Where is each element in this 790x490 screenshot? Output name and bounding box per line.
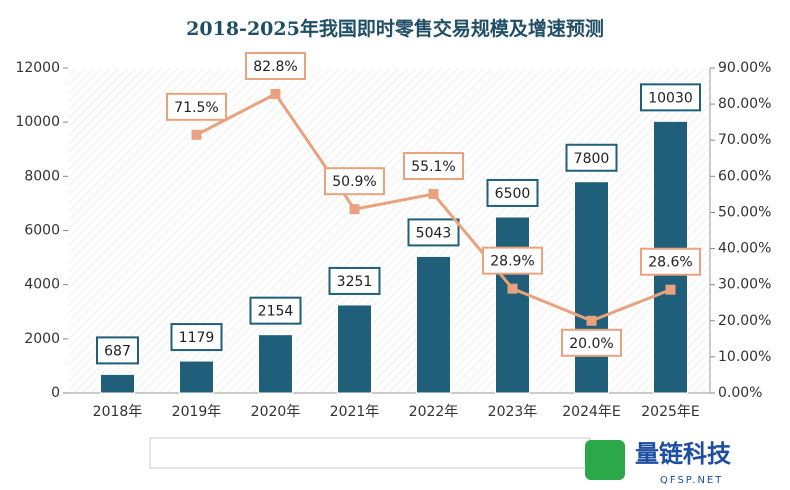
x-tick-label: 2022年 [409, 404, 459, 420]
bar [100, 373, 135, 394]
line-marker [428, 189, 439, 200]
line-label-box [482, 246, 543, 275]
line-label-box [403, 152, 464, 181]
line-marker [349, 204, 360, 215]
watermark: 量链科技 QFSP.NET [585, 440, 732, 486]
line-label-text: 55.1% [411, 159, 455, 175]
bar-label-box [170, 323, 223, 352]
line-label: 71.5% [166, 92, 227, 121]
bar [495, 216, 530, 394]
y-tick-label: 4000 [24, 277, 60, 293]
y-tick-label: 0 [51, 385, 60, 401]
line-label: 82.8% [245, 52, 306, 80]
line-label: 55.1% [403, 152, 464, 181]
bar-label-box [249, 296, 302, 325]
bar-label-box [407, 218, 460, 247]
line-marker [586, 315, 597, 326]
bar-label: 5043 [407, 218, 460, 247]
bar [179, 360, 214, 394]
bar [258, 334, 293, 394]
y-tick-label: 12000 [15, 60, 60, 76]
line-label-text: 82.8% [253, 59, 297, 75]
y-tick-label: 6000 [24, 223, 60, 239]
y2-tick-label: 60.00% [718, 168, 771, 184]
line-label-box [640, 247, 701, 276]
y-tick-label: 2000 [24, 331, 60, 347]
x-tick-label: 2019年 [172, 404, 222, 420]
bar-label-text: 2154 [258, 304, 294, 320]
y-tick-label: 8000 [24, 168, 60, 184]
x-tick-label: 2021年 [330, 404, 380, 420]
watermark-site: QFSP.NET [660, 475, 723, 486]
bar-label-text: 6500 [495, 186, 531, 202]
line-label: 20.0% [561, 328, 622, 357]
bar-label-box [328, 266, 381, 295]
y-tick-label: 10000 [15, 114, 60, 130]
bar-label: 687 [96, 336, 139, 365]
line-label-box [245, 52, 306, 80]
bar-label-text: 10030 [648, 90, 693, 106]
bar-label-text: 5043 [416, 225, 452, 241]
y2-tick-label: 80.00% [718, 96, 771, 112]
line-label-text: 28.9% [490, 254, 534, 270]
bar-label-box [640, 83, 701, 112]
bar [574, 181, 609, 394]
line-label-text: 20.0% [569, 336, 613, 352]
y2-tick-label: 0.00% [718, 385, 762, 401]
bar-label: 7800 [565, 143, 618, 172]
y2-tick-label: 40.00% [718, 241, 771, 257]
line-marker [507, 283, 518, 294]
line-label: 28.9% [482, 246, 543, 275]
chart-title: 2018-2025年我国即时零售交易规模及增速预测 [186, 17, 604, 40]
bar-label-box [486, 178, 539, 207]
watermark-name: 量链科技 [635, 440, 732, 468]
bar-label: 2154 [249, 296, 302, 325]
y2-tick-label: 30.00% [718, 277, 771, 293]
line-marker [270, 89, 281, 99]
line-label-box [166, 92, 227, 121]
bar-label: 6500 [486, 178, 539, 207]
bar-label-box [565, 143, 618, 172]
line-label: 50.9% [324, 167, 385, 196]
x-tick-label: 2018年 [93, 404, 143, 420]
x-tick-label: 2023年 [488, 404, 538, 420]
line-label-box [561, 328, 622, 357]
bar-label: 10030 [640, 83, 701, 112]
line-label-text: 71.5% [174, 100, 218, 116]
bar-label-text: 1179 [179, 330, 215, 346]
line-label-box [324, 167, 385, 196]
bar-label-text: 7800 [574, 151, 610, 167]
line-label-text: 28.6% [648, 255, 692, 271]
line-marker [191, 129, 202, 140]
line-marker [665, 284, 676, 295]
line-label: 28.6% [640, 247, 701, 276]
x-tick-label: 2025年E [641, 404, 699, 420]
y2-tick-label: 90.00% [718, 60, 771, 76]
y2-tick-label: 10.00% [718, 349, 771, 365]
legend [149, 437, 591, 469]
bar-label: 3251 [328, 266, 381, 295]
y2-tick-label: 50.00% [718, 204, 771, 220]
x-tick-label: 2024年E [562, 404, 620, 420]
bar-label-text: 3251 [337, 274, 373, 290]
bar-label: 1179 [170, 323, 223, 352]
watermark-logo [585, 440, 625, 480]
bar [337, 304, 372, 394]
bar-label-box [96, 336, 139, 365]
bar [416, 255, 451, 394]
bar-label-text: 687 [104, 343, 131, 359]
x-tick-label: 2020年 [251, 404, 301, 420]
line-label-text: 50.9% [332, 174, 376, 190]
y2-tick-label: 70.00% [718, 132, 771, 148]
y2-tick-label: 20.00% [718, 313, 771, 329]
